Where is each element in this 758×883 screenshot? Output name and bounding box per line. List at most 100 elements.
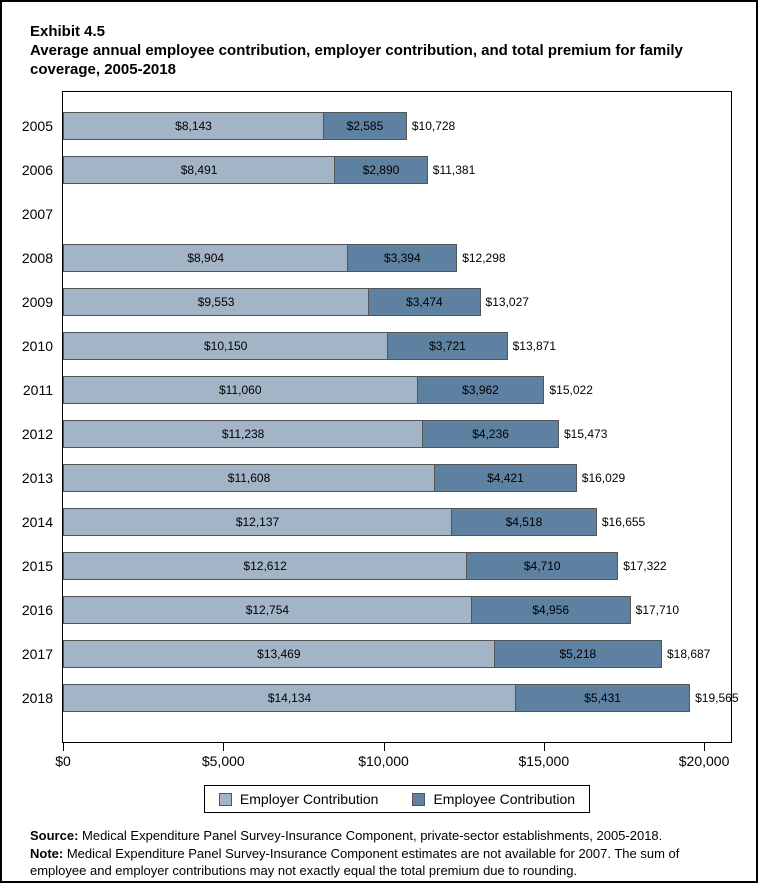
employee-bar-segment: $5,218: [493, 640, 662, 668]
source-label: Source:: [30, 828, 79, 843]
employee-value-label: $3,721: [429, 339, 466, 353]
employer-value-label: $12,137: [235, 515, 280, 529]
employer-bar-segment: $12,754: [63, 596, 472, 624]
employee-value-label: $5,431: [584, 691, 621, 705]
employee-bar-segment: $5,431: [515, 684, 691, 712]
total-premium-label: $19,565: [695, 691, 739, 705]
x-axis-tick-label: $5,000: [201, 753, 245, 769]
employer-value-label: $9,553: [197, 295, 235, 309]
chart-row-2015: $12,612 $4,710 $17,322: [63, 544, 731, 588]
legend-label: Employer Contribution: [239, 791, 379, 807]
employer-value-label: $11,238: [221, 427, 265, 441]
employer-value-label: $12,612: [243, 559, 287, 573]
year-label-2015: 2015: [21, 558, 53, 574]
x-axis-tick-label: $15,000: [518, 753, 570, 769]
total-premium-label: $12,298: [462, 251, 506, 265]
total-premium-label: $17,322: [623, 559, 667, 573]
employee-bar-segment: $4,710: [466, 552, 619, 580]
employer-value-label: $13,469: [257, 647, 301, 661]
employee-bar-segment: $3,394: [347, 244, 458, 272]
stacked-bar-2010: $10,150 $3,721: [63, 332, 508, 360]
x-axis-tick-label: $0: [55, 753, 71, 769]
employer-bar-segment: $12,612: [63, 552, 468, 580]
chart-row-2014: $12,137 $4,518 $16,655: [63, 500, 731, 544]
total-premium-label: $11,381: [432, 163, 476, 177]
employee-bar-segment: $4,421: [434, 464, 577, 492]
chart-row-2008: $8,904 $3,394 $12,298: [63, 236, 731, 280]
employee-value-label: $3,474: [406, 295, 443, 309]
chart-row-2017: $13,469 $5,218 $18,687: [63, 632, 731, 676]
employee-bar-segment: $4,956: [470, 596, 631, 624]
chart-row-2007: [63, 192, 731, 236]
y-axis-year-labels: 2005 2006 2007 2008 2009 2010 2011 2012 2013 2014…: [2, 91, 62, 743]
employee-value-label: $4,956: [532, 603, 570, 617]
year-label-2012: 2012: [21, 426, 53, 442]
total-premium-label: $15,022: [549, 383, 593, 397]
exhibit-number: Exhibit 4.5: [30, 23, 106, 40]
employer-value-label: $8,904: [187, 251, 225, 265]
legend-swatch-icon: [218, 792, 232, 806]
stacked-bar-2017: $13,469 $5,218: [63, 640, 662, 668]
year-label-2018: 2018: [21, 690, 53, 706]
stacked-bar-2008: $8,904 $3,394: [63, 244, 458, 272]
legend-item: Employer Contribution: [218, 791, 379, 807]
year-label-2006: 2006: [21, 162, 53, 178]
employee-value-label: $4,421: [487, 471, 524, 485]
chart-row-2018: $14,134 $5,431 $19,565: [63, 676, 739, 720]
chart-row-2009: $9,553 $3,474 $13,027: [63, 280, 731, 324]
legend: Employer Contribution Employee Contributi…: [203, 785, 591, 813]
total-premium-label: $10,728: [411, 119, 456, 133]
chart-row-2013: $11,608 $4,421 $16,029: [63, 456, 731, 500]
employee-value-label: $4,710: [523, 559, 561, 573]
year-label-2016: 2016: [21, 602, 53, 618]
year-label-2009: 2009: [21, 294, 53, 310]
x-axis-tick: [704, 743, 706, 751]
employer-bar-segment: $10,150: [63, 332, 389, 360]
employee-bar-segment: $2,890: [334, 156, 428, 184]
stacked-bar-2014: $12,137 $4,518: [63, 508, 597, 536]
total-premium-label: $16,029: [581, 471, 626, 485]
x-axis-tick: [63, 743, 64, 751]
x-axis-tick: [383, 743, 385, 751]
employer-bar-segment: $14,134: [63, 684, 517, 712]
chart-title: Average annual employee contribution, em…: [30, 42, 683, 78]
note-label: Note:: [30, 845, 64, 861]
employee-bar-segment: $4,518: [451, 508, 597, 536]
employer-bar-segment: $11,238: [63, 420, 424, 448]
employee-value-label: $4,518: [505, 515, 543, 529]
chart-area: 2005 2006 2007 2008 2009 2010 2011 2012 2013 2014…: [2, 91, 756, 743]
stacked-bar-2006: $8,491 $2,890: [63, 156, 428, 184]
total-premium-label: $18,687: [666, 647, 711, 661]
source-text: Medical Expenditure Panel Survey-Insuran…: [78, 828, 663, 843]
employer-value-label: $10,150: [203, 339, 248, 353]
employer-bar-segment: $11,060: [63, 376, 418, 404]
total-premium-label: $16,655: [601, 515, 646, 529]
employer-bar-segment: $8,904: [63, 244, 349, 272]
employer-bar-segment: $8,491: [63, 156, 336, 184]
year-label-2017: 2017: [21, 646, 53, 662]
year-label-2005: 2005: [21, 118, 53, 134]
x-axis-tick-label: $10,000: [358, 753, 409, 769]
employee-bar-segment: $4,236: [422, 420, 559, 448]
stacked-bar-2012: $11,238 $4,236: [63, 420, 559, 448]
x-axis-tick: [223, 743, 225, 751]
total-premium-label: $17,710: [635, 603, 680, 617]
employer-value-label: $14,134: [267, 691, 312, 705]
total-premium-label: $15,473: [563, 427, 608, 441]
chart-row-2006: $8,491 $2,890 $11,381: [63, 148, 731, 192]
total-premium-label: $13,871: [512, 339, 556, 353]
employee-bar-segment: $3,721: [387, 332, 508, 360]
x-axis-tick-label: $20,000: [678, 753, 730, 769]
stacked-bar-2016: $12,754 $4,956: [63, 596, 631, 624]
stacked-bar-2013: $11,608 $4,421: [63, 464, 577, 492]
stacked-bar-2011: $11,060 $3,962: [63, 376, 545, 404]
employee-value-label: $3,394: [383, 251, 421, 265]
chart-row-2010: $10,150 $3,721 $13,871: [63, 324, 731, 368]
title-block: Exhibit 4.5 Average annual employee cont…: [30, 22, 756, 79]
employee-value-label: $3,962: [462, 383, 499, 397]
chart-row-2012: $11,238 $4,236 $15,473: [63, 412, 731, 456]
employer-bar-segment: $11,608: [63, 464, 436, 492]
source-line: Source: Medical Expenditure Panel Survey…: [30, 827, 728, 845]
year-label-2007: 2007: [21, 206, 53, 222]
